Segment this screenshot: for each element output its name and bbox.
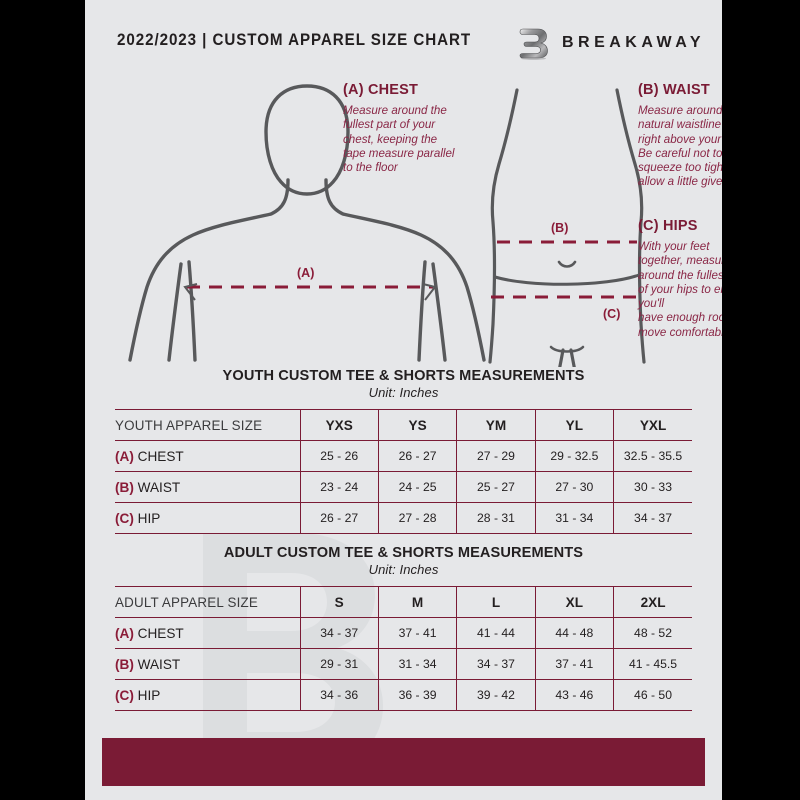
youth-header-label: YOUTH APPAREL SIZE: [115, 409, 301, 441]
youth-row-1-tag: (B): [115, 479, 134, 495]
callout-chest: (A) CHEST Measure around the fullest par…: [343, 82, 493, 175]
youth-row-1-label: (B) WAIST: [115, 471, 301, 503]
adult-row-2-tag: (C): [115, 687, 134, 703]
adult-row-0-val-1: 37 - 41: [377, 617, 457, 649]
adult-row-1-label: (B) WAIST: [115, 648, 301, 680]
youth-measurements-section: YOUTH CUSTOM TEE & SHORTS MEASUREMENTS U…: [115, 368, 692, 534]
youth-table-unit: Unit: Inches: [368, 385, 439, 400]
table-row: (A) CHEST 34 - 37 37 - 41 41 - 44 44 - 4…: [115, 617, 692, 649]
youth-row-1-name: WAIST: [137, 479, 181, 495]
table-header-row: YOUTH APPAREL SIZE YXS YS YM YL YXL: [115, 409, 692, 441]
table-row: (A) CHEST 25 - 26 26 - 27 27 - 29 29 - 3…: [115, 440, 692, 472]
callout-waist: (B) WAIST Measure around your natural wa…: [638, 82, 722, 190]
youth-size-col-2: YM: [456, 409, 536, 441]
adult-row-2-val-4: 46 - 50: [613, 679, 692, 711]
adult-row-0-val-4: 48 - 52: [613, 617, 692, 649]
adult-row-1-name: WAIST: [137, 656, 181, 672]
youth-row-2-tag: (C): [115, 510, 134, 526]
breakaway-b-logo-icon: [519, 28, 548, 60]
adult-row-0-tag: (A): [115, 625, 134, 641]
table-row: (B) WAIST 23 - 24 24 - 25 25 - 27 27 - 3…: [115, 471, 692, 503]
adult-size-col-1: M: [377, 586, 457, 618]
adult-row-2-val-2: 39 - 42: [456, 679, 536, 711]
front-torso-figure: [128, 84, 486, 362]
youth-row-2-val-0: 26 - 27: [299, 502, 379, 534]
youth-row-1-val-0: 23 - 24: [299, 471, 379, 503]
adult-row-1-val-1: 31 - 34: [377, 648, 457, 680]
waist-marker-label: (B): [551, 221, 568, 235]
brand-lockup: BREAKAWAY: [517, 26, 705, 60]
youth-row-0-label: (A) CHEST: [115, 440, 301, 472]
callout-hips-body: With your feet together, measure around …: [638, 240, 722, 339]
table-row: (C) HIP 26 - 27 27 - 28 28 - 31 31 - 34 …: [115, 502, 692, 534]
youth-row-2-label: (C) HIP: [115, 502, 301, 534]
adult-row-1-tag: (B): [115, 656, 134, 672]
adult-row-0-val-2: 41 - 44: [456, 617, 536, 649]
adult-size-table: ADULT APPAREL SIZE S M L XL 2XL (A) CHES…: [115, 586, 692, 711]
adult-row-2-val-3: 43 - 46: [534, 679, 614, 711]
callout-chest-title: (A) CHEST: [343, 82, 419, 98]
youth-size-col-3: YL: [534, 409, 614, 441]
youth-row-0-val-0: 25 - 26: [299, 440, 379, 472]
adult-row-0-name: CHEST: [137, 625, 184, 641]
youth-row-1-val-1: 24 - 25: [377, 471, 457, 503]
size-chart-page: 2022/2023 | CUSTOM APPAREL SIZE CHART BR…: [85, 0, 722, 800]
adult-header-label: ADULT APPAREL SIZE: [115, 586, 301, 618]
adult-row-2-val-1: 36 - 39: [377, 679, 457, 711]
adult-row-2-val-0: 34 - 36: [299, 679, 379, 711]
callout-waist-body: Measure around your natural waistline – …: [638, 104, 722, 189]
youth-size-col-0: YXS: [299, 409, 379, 441]
adult-row-2-name: HIP: [137, 687, 161, 703]
youth-size-table: YOUTH APPAREL SIZE YXS YS YM YL YXL (A) …: [115, 409, 692, 534]
youth-table-title: YOUTH CUSTOM TEE & SHORTS MEASUREMENTS: [222, 368, 585, 384]
youth-row-2-val-4: 34 - 37: [613, 502, 692, 534]
adult-row-1-val-3: 37 - 41: [534, 648, 614, 680]
youth-row-2-val-2: 28 - 31: [456, 502, 536, 534]
table-header-row: ADULT APPAREL SIZE S M L XL 2XL: [115, 586, 692, 618]
chest-measure-line: [183, 283, 437, 301]
adult-size-col-0: S: [299, 586, 379, 618]
youth-row-0-tag: (A): [115, 448, 134, 464]
youth-row-1-val-3: 27 - 30: [534, 471, 614, 503]
adult-size-col-4: 2XL: [613, 586, 692, 618]
brand-name: BREAKAWAY: [561, 34, 705, 51]
adult-table-title: ADULT CUSTOM TEE & SHORTS MEASUREMENTS: [223, 545, 584, 561]
adult-row-2-label: (C) HIP: [115, 679, 301, 711]
youth-row-0-val-3: 29 - 32.5: [534, 440, 614, 472]
lower-body-figure: [488, 88, 646, 367]
youth-row-0-val-4: 32.5 - 35.5: [613, 440, 692, 472]
adult-row-1-val-0: 29 - 31: [299, 648, 379, 680]
table-row: (B) WAIST 29 - 31 31 - 34 34 - 37 37 - 4…: [115, 648, 692, 680]
footer-bar: [102, 738, 705, 786]
adult-size-col-3: XL: [534, 586, 614, 618]
youth-row-1-val-2: 25 - 27: [456, 471, 536, 503]
adult-row-1-val-4: 41 - 45.5: [613, 648, 692, 680]
adult-row-0-val-3: 44 - 48: [534, 617, 614, 649]
page-title: 2022/2023 | CUSTOM APPAREL SIZE CHART: [117, 31, 472, 49]
adult-row-1-val-2: 34 - 37: [456, 648, 536, 680]
adult-measurements-section: ADULT CUSTOM TEE & SHORTS MEASUREMENTS U…: [115, 545, 692, 711]
youth-size-col-1: YS: [377, 409, 457, 441]
youth-row-1-val-4: 30 - 33: [613, 471, 692, 503]
chest-marker-label: (A): [297, 266, 314, 280]
table-row: (C) HIP 34 - 36 36 - 39 39 - 42 43 - 46 …: [115, 679, 692, 711]
adult-table-unit: Unit: Inches: [368, 562, 439, 577]
youth-row-2-val-3: 31 - 34: [534, 502, 614, 534]
callout-hips: (C) HIPS With your feet together, measur…: [638, 218, 722, 340]
youth-row-0-val-2: 27 - 29: [456, 440, 536, 472]
callout-hips-title: (C) HIPS: [638, 218, 698, 234]
youth-row-0-name: CHEST: [137, 448, 184, 464]
callout-waist-title: (B) WAIST: [638, 82, 710, 98]
callout-chest-body: Measure around the fullest part of your …: [343, 104, 455, 175]
youth-row-2-name: HIP: [137, 510, 161, 526]
youth-row-0-val-1: 26 - 27: [377, 440, 457, 472]
adult-size-col-2: L: [456, 586, 536, 618]
adult-row-0-val-0: 34 - 37: [299, 617, 379, 649]
hips-marker-label: (C): [603, 307, 620, 321]
adult-row-0-label: (A) CHEST: [115, 617, 301, 649]
page-header: 2022/2023 | CUSTOM APPAREL SIZE CHART BR…: [85, 0, 722, 70]
measurement-illustrations: (A) (B): [85, 72, 722, 367]
youth-size-col-4: YXL: [613, 409, 692, 441]
youth-row-2-val-1: 27 - 28: [377, 502, 457, 534]
